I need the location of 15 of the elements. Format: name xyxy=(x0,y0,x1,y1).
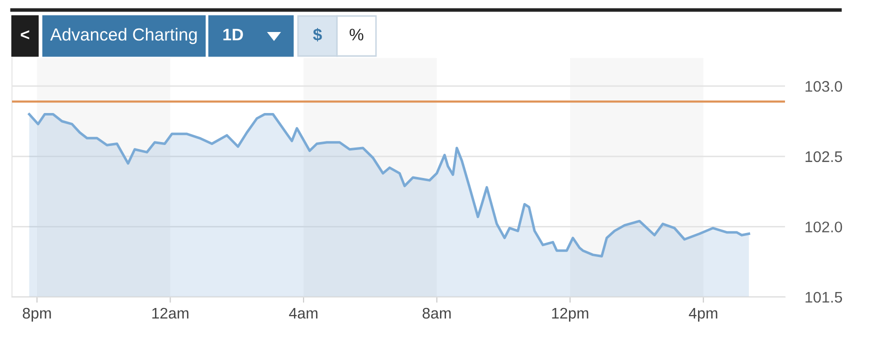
x-tick-label: 4am xyxy=(289,308,318,319)
text: Advanced Charting xyxy=(50,28,197,44)
text: $ xyxy=(313,28,322,42)
text: 1D xyxy=(223,28,243,40)
y-tick-label: 101.5 xyxy=(806,292,842,303)
x-tick-label: 4pm xyxy=(688,308,718,322)
x-tick-label: 8am xyxy=(422,308,451,319)
y-tick-label: 102.5 xyxy=(806,151,842,162)
x-tick-label: 12pm xyxy=(552,308,588,322)
x-tick-label: 8pm xyxy=(22,308,51,322)
text: % xyxy=(350,28,364,40)
x-tick-label: 12am xyxy=(152,308,188,319)
y-tick-label: 103.0 xyxy=(806,80,842,92)
text: < xyxy=(20,30,30,40)
y-tick-label: 102.0 xyxy=(806,222,842,232)
